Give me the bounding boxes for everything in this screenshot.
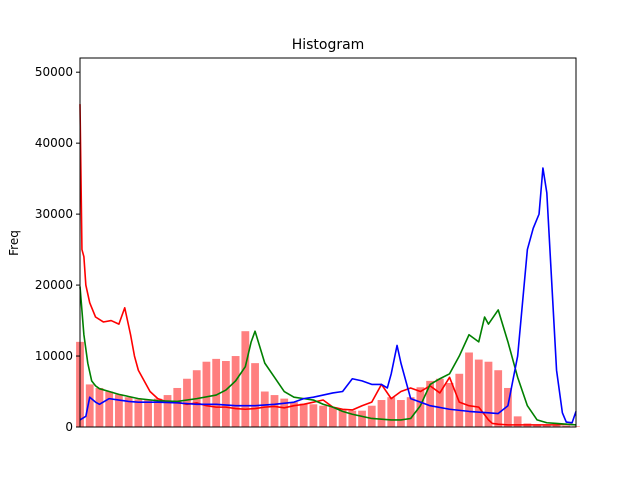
- histogram-bar: [445, 383, 454, 427]
- histogram-bar: [319, 405, 328, 427]
- y-tick-label: 20000: [35, 278, 73, 292]
- plot-area: 0 10000 20000 30000 40000 50000: [35, 57, 580, 434]
- histogram-bar: [416, 387, 425, 427]
- histogram-bar: [173, 387, 182, 427]
- histogram-bar: [397, 400, 405, 427]
- histogram-bar: [260, 391, 269, 427]
- histogram-bar: [504, 387, 512, 427]
- y-tick-label: 50000: [35, 65, 73, 79]
- histogram-bar: [465, 352, 473, 427]
- histogram-bar: [105, 391, 114, 427]
- y-tick-label: 40000: [35, 136, 73, 150]
- histogram-bar: [299, 403, 308, 427]
- y-axis-label: Freq: [7, 230, 21, 256]
- histogram-bar: [124, 397, 133, 427]
- histogram-bar: [348, 410, 357, 427]
- histogram-bar: [134, 399, 143, 427]
- histogram-bars: [76, 331, 580, 428]
- axes-frame: [79, 57, 577, 428]
- histogram-bar: [562, 425, 571, 427]
- histogram-bar: [85, 384, 94, 427]
- y-tick-label: 30000: [35, 207, 73, 221]
- histogram-bar: [202, 361, 211, 427]
- histogram-bar: [513, 416, 522, 427]
- histogram-bar: [435, 378, 444, 427]
- histogram-bar: [484, 361, 493, 427]
- histogram-bar: [251, 363, 259, 427]
- y-tick-label: 10000: [35, 349, 73, 363]
- histogram-bar: [280, 398, 289, 427]
- green-channel-line: [79, 286, 577, 426]
- histogram-bar: [221, 361, 230, 427]
- histogram-bar: [270, 395, 279, 427]
- histogram-bar: [328, 407, 337, 427]
- histogram-bar: [241, 331, 250, 427]
- y-tick-label: 0: [65, 420, 73, 434]
- histogram-bar: [231, 356, 240, 427]
- histogram-bar: [542, 425, 551, 427]
- histogram-bar: [426, 380, 435, 428]
- histogram-bar: [95, 387, 104, 427]
- histogram-bar: [358, 410, 366, 427]
- histogram-bar: [552, 425, 561, 427]
- histogram-bar: [144, 400, 152, 427]
- red-channel-line: [79, 104, 577, 426]
- histogram-bar: [163, 395, 172, 427]
- histogram-bar: [533, 424, 541, 427]
- chart-title: Histogram: [292, 37, 365, 53]
- blue-channel-line: [79, 167, 577, 424]
- histogram-bar: [153, 398, 162, 427]
- histogram-bar: [309, 404, 318, 427]
- histogram-bar: [115, 394, 123, 427]
- histogram-bar: [338, 409, 347, 427]
- histogram-bar: [290, 402, 298, 427]
- histogram-bar: [377, 400, 386, 427]
- histogram-bar: [474, 359, 483, 427]
- channel-lines: [79, 104, 577, 426]
- histogram-bar: [212, 358, 221, 427]
- histogram-bar: [406, 397, 415, 427]
- histogram-bar: [367, 405, 376, 427]
- axes: 0 10000 20000 30000 40000 50000: [35, 57, 577, 434]
- histogram-bar: [387, 397, 396, 427]
- histogram-bar: [494, 370, 503, 427]
